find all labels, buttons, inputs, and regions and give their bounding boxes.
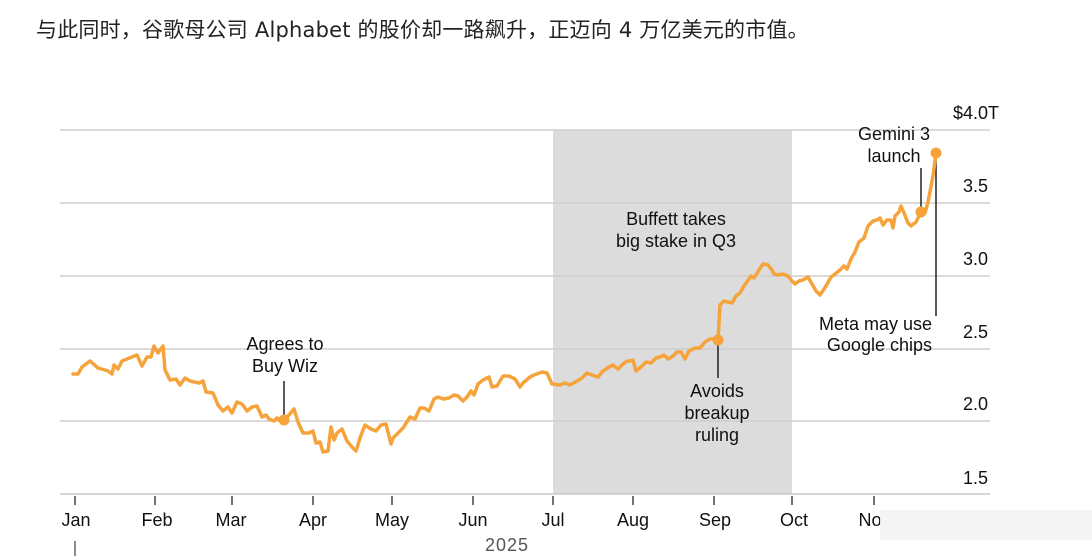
annotation-gemini-line2: launch xyxy=(867,146,920,166)
x-tick-apr: Apr xyxy=(299,510,327,530)
y-tick-3-5: 3.5 xyxy=(963,176,988,196)
x-tick-may: May xyxy=(375,510,409,530)
market-cap-line xyxy=(71,151,938,454)
y-tick-2-0: 2.0 xyxy=(963,394,988,414)
gridlines xyxy=(60,129,990,422)
annotation-breakup-line2: breakup xyxy=(684,403,749,423)
x-tick-jul: Jul xyxy=(541,510,564,530)
x-axis-year-label: 2025 xyxy=(485,535,529,555)
annotation-gemini-line1: Gemini 3 xyxy=(858,124,930,144)
marker-gemini-3-launch xyxy=(915,206,927,218)
annotation-meta-line1: Meta may use xyxy=(819,314,932,334)
x-tick-nov: No xyxy=(858,510,881,530)
y-tick-3-0: 3.0 xyxy=(963,249,988,269)
x-axis-ticks xyxy=(74,496,875,556)
marker-meta-google-chips xyxy=(930,147,942,159)
y-tick-1-5: 1.5 xyxy=(963,468,988,488)
x-tick-feb: Feb xyxy=(141,510,172,530)
x-tick-oct: Oct xyxy=(780,510,808,530)
marker-avoids-breakup-ruling xyxy=(712,334,724,346)
y-tick-2-5: 2.5 xyxy=(963,322,988,342)
marker-agrees-to-buy-wiz xyxy=(278,414,290,426)
annotation-breakup-line3: ruling xyxy=(695,425,739,445)
annotation-buffett-line2: big stake in Q3 xyxy=(616,231,736,251)
watermark-overlay xyxy=(880,510,1092,540)
q3-shaded-region xyxy=(553,130,792,494)
annotation-buffett-line1: Buffett takes xyxy=(626,209,726,229)
x-tick-sep: Sep xyxy=(699,510,731,530)
annotation-breakup-line1: Avoids xyxy=(690,381,744,401)
y-tick-4-0: $4.0T xyxy=(953,103,999,123)
headline-text: 与此同时，谷歌母公司 Alphabet 的股价却一路飙升，正迈向 4 万亿美元的… xyxy=(36,18,809,42)
x-tick-aug: Aug xyxy=(617,510,649,530)
x-tick-jan: Jan xyxy=(61,510,90,530)
annotation-wiz-line1: Agrees to xyxy=(246,334,323,354)
x-tick-jun: Jun xyxy=(458,510,487,530)
annotation-meta-line2: Google chips xyxy=(827,335,932,355)
annotation-leader-lines xyxy=(283,155,937,418)
x-tick-mar: Mar xyxy=(216,510,247,530)
annotation-wiz-line2: Buy Wiz xyxy=(252,356,318,376)
